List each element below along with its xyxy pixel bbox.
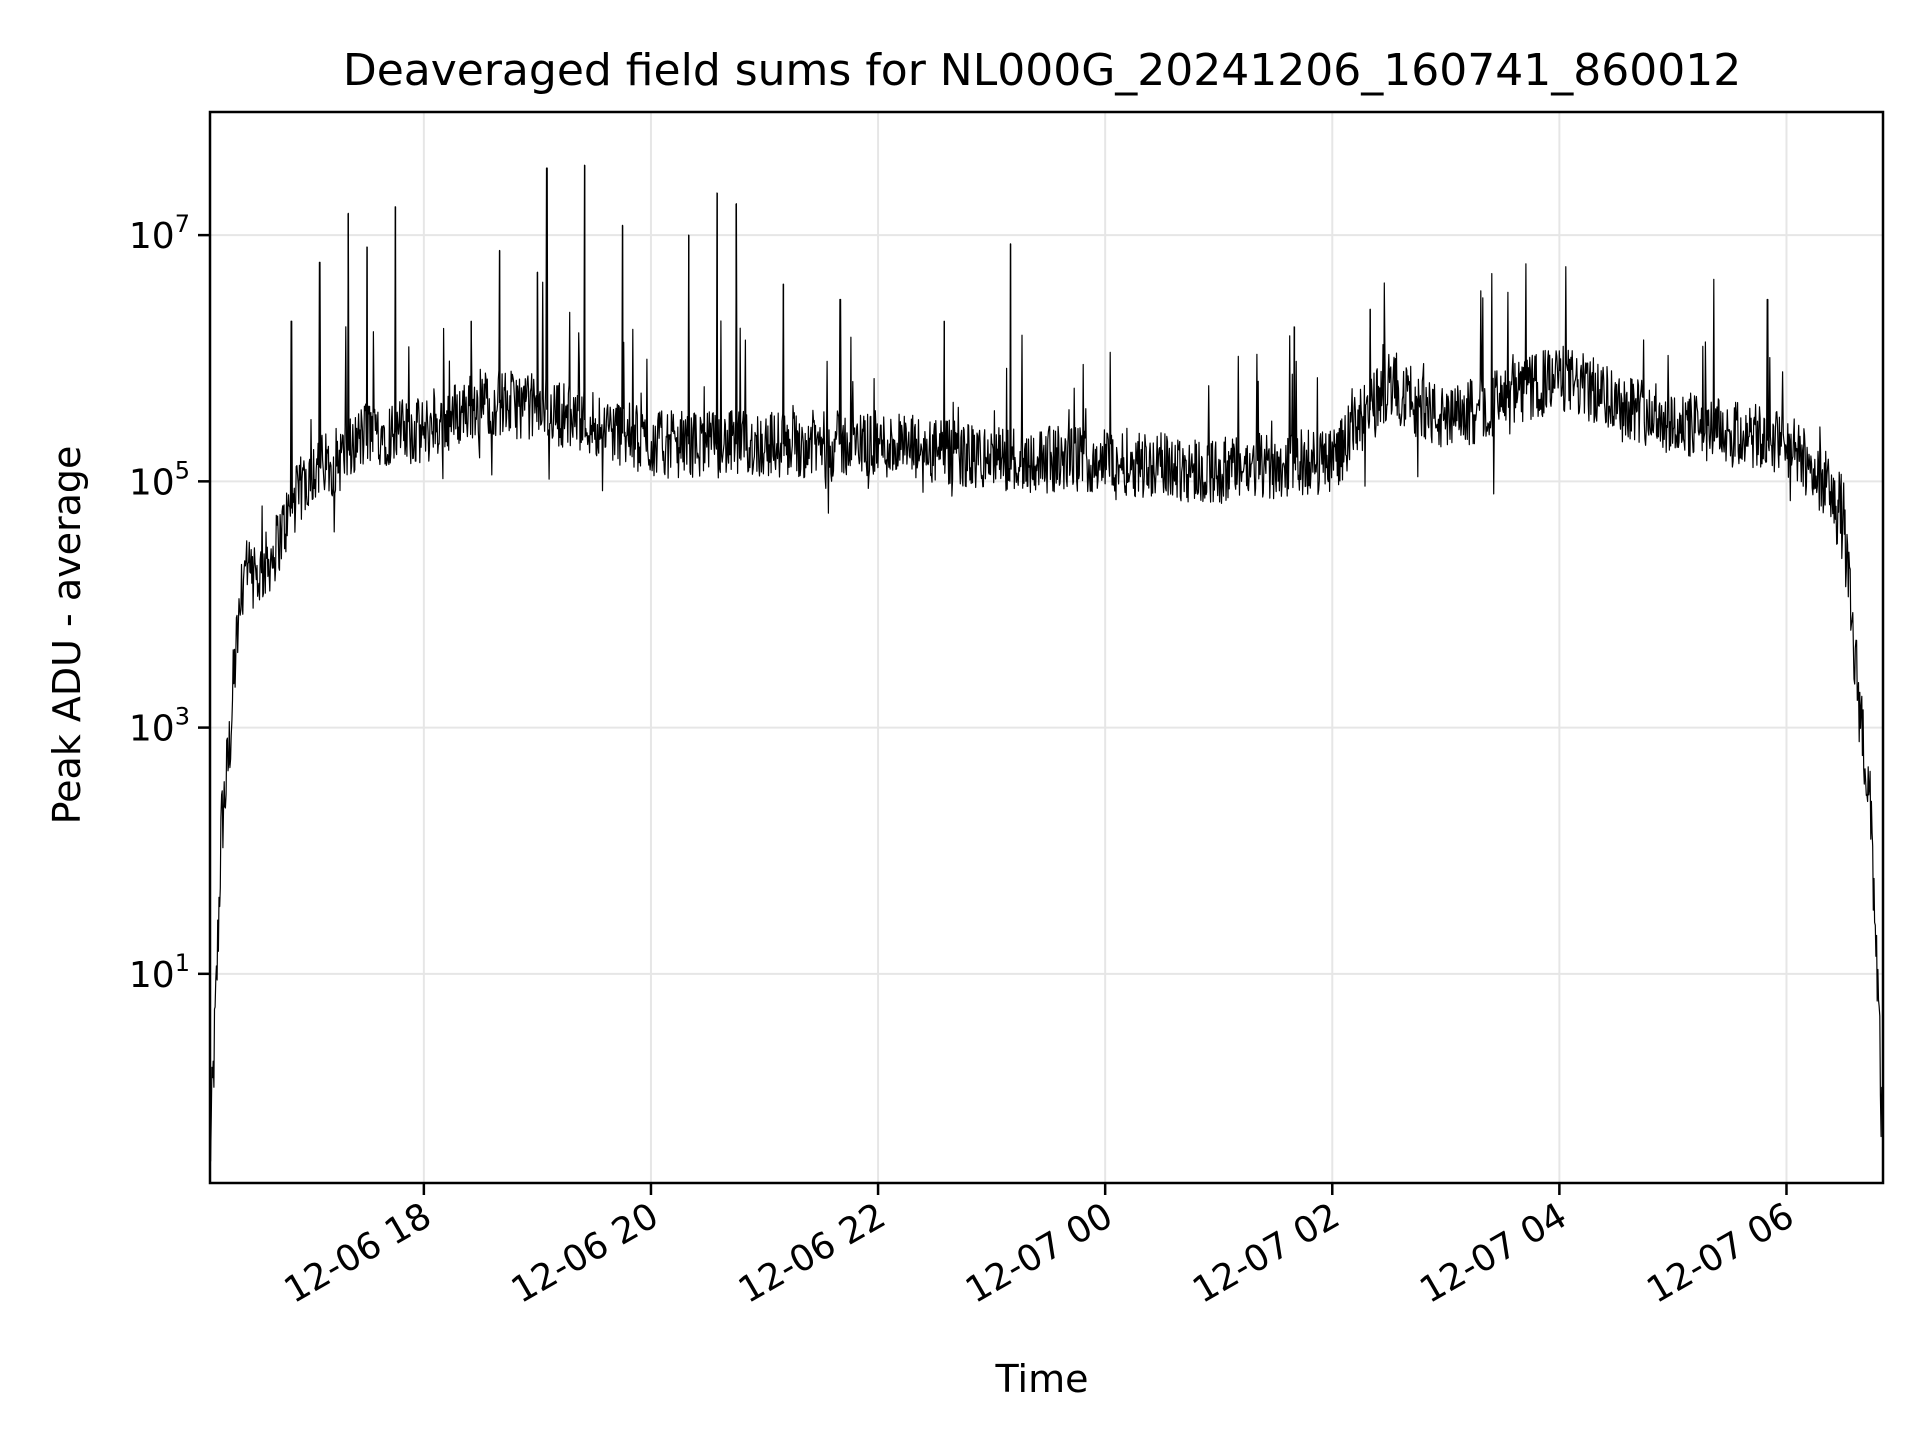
y-tick-exponent: 1	[175, 949, 190, 977]
y-tick-base: 10	[129, 709, 175, 750]
y-tick-exponent: 3	[175, 703, 190, 731]
y-tick-label: 107	[129, 210, 190, 257]
x-tick-label: 12-07 04	[1413, 1195, 1574, 1311]
y-tick-label: 105	[129, 456, 190, 503]
x-tick-label: 12-06 18	[278, 1195, 439, 1311]
y-tick-label: 103	[129, 703, 190, 750]
x-axis-ticks: 12-06 18 12-06 20 12-06 22 12-07 00 12-07 02…	[278, 1183, 1801, 1312]
chart-title: Deaveraged field sums for NL000G_2024120…	[343, 45, 1741, 96]
x-axis-label: Time	[995, 1357, 1089, 1401]
y-axis-label: Peak ADU - average	[45, 446, 89, 825]
y-tick-exponent: 5	[175, 456, 190, 484]
x-tick-label: 12-07 02	[1186, 1195, 1347, 1311]
y-tick-base: 10	[129, 462, 175, 503]
x-tick-label: 12-07 06	[1640, 1195, 1801, 1311]
plot-layer	[210, 164, 1883, 1162]
plot-frame	[208, 110, 1885, 1185]
grid-layer	[210, 112, 1883, 1183]
series-line	[210, 164, 1883, 1162]
x-tick-label: 12-06 22	[732, 1195, 893, 1311]
x-tick-label: 12-07 00	[959, 1195, 1120, 1311]
y-tick-base: 10	[129, 216, 175, 257]
x-tick-label: 12-06 20	[505, 1195, 666, 1311]
y-tick-base: 10	[129, 955, 175, 996]
y-tick-label: 101	[129, 949, 190, 996]
y-tick-exponent: 7	[175, 210, 190, 238]
